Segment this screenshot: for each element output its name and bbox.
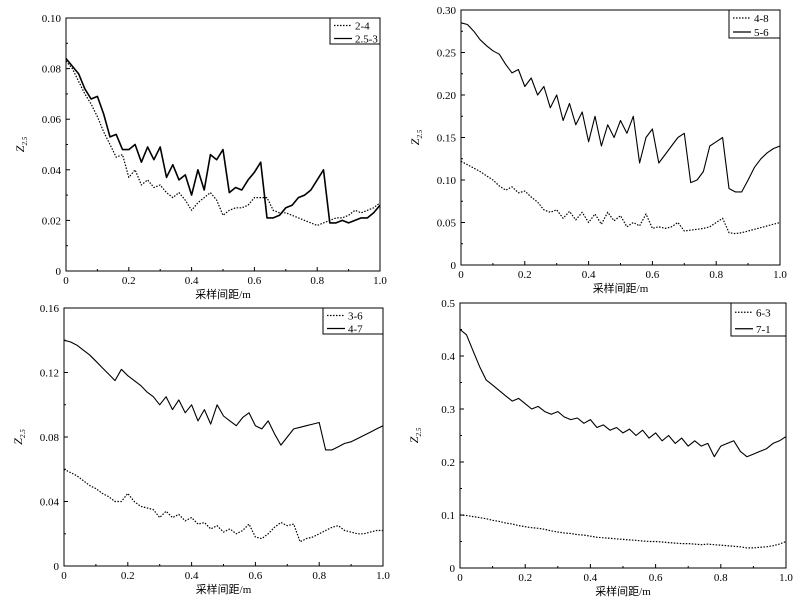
x-tick-label: 0.8 xyxy=(312,570,326,582)
y-tick-label: 0.06 xyxy=(42,114,62,126)
legend: 6-37-1 xyxy=(730,302,787,337)
x-tick-label: 0.8 xyxy=(310,275,324,287)
x-tick-label: 1.0 xyxy=(373,275,387,287)
legend-box xyxy=(322,307,384,335)
y-tick-label: 0.08 xyxy=(42,64,62,76)
plot-frame xyxy=(459,302,787,569)
series-line-2-4 xyxy=(65,60,381,227)
y-tick-label: 0.5 xyxy=(441,298,455,310)
x-tick-label: 0 xyxy=(458,269,464,281)
x-tick-label: 1.0 xyxy=(773,269,787,281)
legend-label: 2.5-3 xyxy=(355,34,378,46)
y-tick-label: 0.10 xyxy=(437,175,457,187)
y-axis-label: Z2.5 xyxy=(407,427,423,443)
chart-panel-top-left: 0 0.2 0.4 0.6 0.8 1.0 0 0.02 0.04 0.06 0.08 0.10 采样间… xyxy=(13,13,387,301)
x-axis-label: 采样间距/m xyxy=(595,584,651,598)
x-tick-label: 0 xyxy=(63,275,69,287)
x-tick-label: 1.0 xyxy=(376,570,390,582)
y-tick-label: 0.30 xyxy=(437,5,457,17)
legend-box xyxy=(730,302,787,337)
legend: 3-64-7 xyxy=(322,307,384,336)
y-tick-label: 0.20 xyxy=(437,90,457,102)
legend-label: 7-1 xyxy=(756,324,771,336)
plot-frame xyxy=(65,17,381,272)
x-axis-label: 采样间距/m xyxy=(195,287,251,301)
series-line-6-3 xyxy=(459,514,787,549)
x-tick-label: 0.2 xyxy=(122,275,136,287)
x-tick-label: 0.8 xyxy=(714,572,728,584)
x-tick-label: 0.8 xyxy=(709,269,723,281)
y-tick-label: 0 xyxy=(451,260,457,272)
series-line-3-6 xyxy=(63,468,383,543)
y-tick-label: 0.04 xyxy=(42,165,62,177)
x-tick-label: 0.2 xyxy=(121,570,135,582)
y-tick-label: 0.12 xyxy=(40,368,59,380)
y-tick-label: 0.4 xyxy=(441,351,455,363)
y-tick-label: 0.02 xyxy=(42,215,61,227)
x-tick-label: 0.2 xyxy=(518,269,532,281)
legend: 4-85-6 xyxy=(728,9,781,39)
plot-frame xyxy=(63,307,384,567)
y-tick-label: 0.05 xyxy=(437,218,457,230)
series-line-5-6 xyxy=(460,22,781,193)
y-axis-label: Z2.5 xyxy=(11,429,27,445)
y-axis-label: Z2.5 xyxy=(408,129,424,145)
plot-frame xyxy=(460,9,781,266)
chart-panel-bottom-left: 0 0.2 0.4 0.6 0.8 1.0 0 0.04 0.08 0.12 0.16 采样间距/m Z… xyxy=(11,303,390,596)
y-tick-label: 0.04 xyxy=(40,497,60,509)
legend: 2-42.5-3 xyxy=(329,17,381,46)
y-tick-label: 0.1 xyxy=(441,510,455,522)
x-tick-label: 0.6 xyxy=(646,269,660,281)
y-tick-label: 0.25 xyxy=(437,48,457,60)
x-tick-label: 0.6 xyxy=(649,572,663,584)
x-axis-label: 采样间距/m xyxy=(593,281,649,295)
x-tick-label: 0 xyxy=(61,570,67,582)
x-tick-label: 0.4 xyxy=(584,572,598,584)
y-tick-label: 0 xyxy=(54,561,60,573)
y-tick-label: 0.16 xyxy=(40,303,60,315)
x-tick-label: 0.4 xyxy=(185,275,199,287)
legend-label: 6-3 xyxy=(756,307,771,319)
series-line-4-8 xyxy=(460,160,781,235)
legend-label: 4-8 xyxy=(754,13,769,25)
y-tick-label: 0.08 xyxy=(40,432,60,444)
x-tick-label: 0.2 xyxy=(518,572,532,584)
legend-label: 2-4 xyxy=(355,21,370,33)
x-tick-label: 0.6 xyxy=(249,570,263,582)
y-axis-label: Z2.5 xyxy=(13,136,29,152)
legend-box xyxy=(329,17,381,45)
x-axis-label: 采样间距/m xyxy=(196,582,252,596)
chart-panel-bottom-right: 0 0.2 0.4 0.6 0.8 1.0 0 0.1 0.2 0.3 0.4 0.5 采样间距/m Z2… xyxy=(407,298,793,598)
legend-box xyxy=(728,9,781,39)
series-line-2.5-3 xyxy=(65,57,381,224)
y-tick-label: 0.10 xyxy=(42,13,62,25)
y-tick-label: 0.15 xyxy=(437,133,457,145)
y-tick-label: 0 xyxy=(56,266,62,278)
legend-label: 5-6 xyxy=(754,27,769,39)
x-tick-label: 0 xyxy=(457,572,463,584)
x-tick-label: 1.0 xyxy=(779,572,793,584)
x-tick-label: 0.6 xyxy=(248,275,262,287)
x-tick-label: 0.4 xyxy=(582,269,596,281)
legend-label: 4-7 xyxy=(348,324,363,336)
x-tick-label: 0.4 xyxy=(185,570,199,582)
y-tick-label: 0.3 xyxy=(441,404,455,416)
y-tick-label: 0 xyxy=(450,563,456,575)
legend-label: 3-6 xyxy=(348,311,363,323)
series-line-4-7 xyxy=(63,339,384,451)
chart-panel-top-right: 0 0.2 0.4 0.6 0.8 1.0 0 0.05 0.10 0.15 0.20 0.25 0.3… xyxy=(408,5,787,295)
y-tick-label: 0.2 xyxy=(441,457,455,469)
series-line-7-1 xyxy=(459,329,787,458)
